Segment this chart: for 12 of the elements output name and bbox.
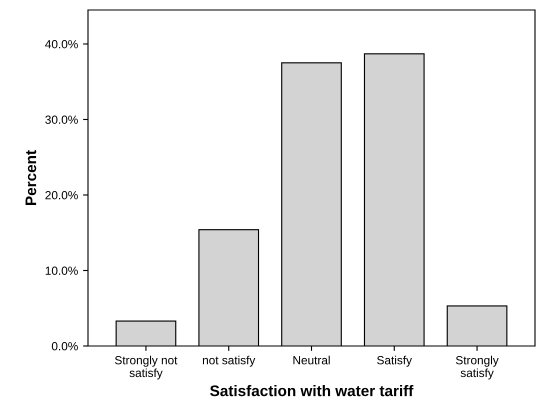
- y-tick-label: 40.0%: [45, 40, 78, 48]
- y-tick-label: 30.0%: [45, 116, 78, 124]
- y-axis-title: Percent: [26, 150, 36, 205]
- x-axis-title: Satisfaction with water tariff: [210, 385, 414, 396]
- x-tick-label: not satisfy: [202, 356, 256, 367]
- y-tick-label: 0.0%: [52, 342, 78, 350]
- y-tick-label: 20.0%: [45, 191, 78, 200]
- x-tick-label: Satisfy: [377, 356, 412, 367]
- x-tick-label: Neutral: [293, 356, 330, 364]
- y-tick-label: 10.0%: [46, 266, 78, 275]
- x-tick-label: Strongly not satisfy: [114, 356, 178, 380]
- x-tick-label: Strongly satisfy: [456, 356, 499, 380]
